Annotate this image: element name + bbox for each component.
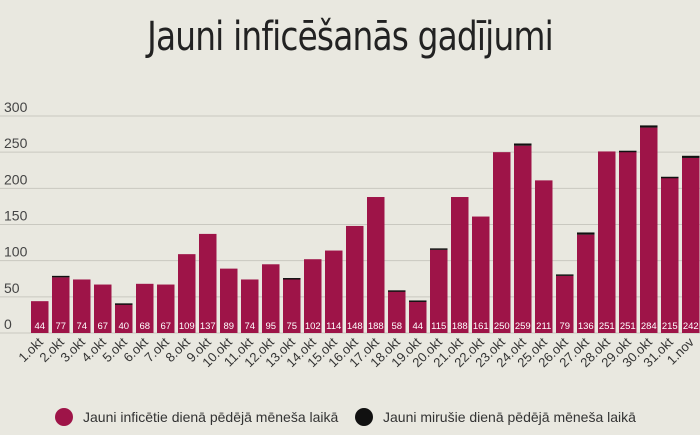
bar-infected-9.okt	[199, 233, 217, 333]
legend-item-deaths: Jauni mirušie dienā pēdējā mēneša laikā	[355, 408, 636, 426]
bar-infected-30.okt	[640, 127, 658, 333]
bar-infected-2.okt	[52, 277, 70, 333]
data-label-3.okt: 74	[76, 321, 87, 332]
y-tick-label-50: 50	[4, 280, 20, 296]
data-label-31.okt: 215	[662, 321, 678, 332]
bar-deaths-18.okt	[388, 290, 406, 292]
data-label-20.okt: 115	[431, 321, 446, 332]
bar-infected-5.okt	[115, 304, 133, 333]
bar-deaths-24.okt	[514, 143, 532, 146]
bar-infected-6.okt	[136, 283, 154, 333]
bar-infected-3.okt	[73, 279, 91, 333]
data-label-11.okt: 74	[244, 321, 255, 332]
bar-infected-1.nov	[682, 157, 700, 333]
bar-infected-15.okt	[325, 250, 343, 333]
bar-infected-17.okt	[367, 197, 385, 333]
data-label-6.okt: 68	[139, 321, 150, 332]
bar-deaths-1.nov	[682, 155, 700, 158]
bar-infected-31.okt	[661, 177, 679, 333]
bar-infected-13.okt	[283, 278, 301, 333]
data-label-1.okt: 44	[34, 321, 45, 332]
data-label-26.okt: 79	[559, 321, 570, 332]
bar-deaths-31.okt	[661, 176, 679, 179]
data-label-2.okt: 77	[55, 321, 66, 332]
bar-infected-21.okt	[451, 197, 469, 333]
data-label-5.okt: 40	[118, 321, 129, 332]
data-label-30.okt: 284	[641, 321, 657, 332]
y-tick-label-300: 300	[4, 99, 28, 115]
bar-deaths-19.okt	[409, 300, 427, 302]
bar-infected-16.okt	[346, 225, 364, 333]
bar-infected-7.okt	[157, 284, 175, 333]
data-label-24.okt: 259	[515, 321, 531, 332]
bar-deaths-27.okt	[577, 232, 595, 235]
data-label-25.okt: 211	[536, 321, 551, 332]
data-label-13.okt: 75	[286, 321, 297, 332]
legend: Jauni inficētie dienā pēdējā mēneša laik…	[0, 408, 700, 432]
bar-infected-14.okt	[304, 259, 322, 333]
data-label-14.okt: 102	[305, 321, 321, 332]
bar-infected-23.okt	[493, 152, 511, 333]
bar-infected-20.okt	[430, 249, 448, 333]
bar-infected-24.okt	[514, 145, 532, 333]
data-label-12.okt: 95	[265, 321, 276, 332]
bar-infected-22.okt	[472, 216, 490, 333]
chart-title: Jauni inficēšanās gadījumi	[147, 14, 554, 60]
data-label-18.okt: 58	[391, 321, 402, 332]
data-label-23.okt: 250	[494, 321, 510, 332]
data-label-28.okt: 251	[599, 321, 615, 332]
bar-deaths-29.okt	[619, 150, 637, 153]
y-tick-label-250: 250	[4, 135, 28, 151]
data-label-16.okt: 148	[347, 321, 363, 332]
bar-deaths-26.okt	[556, 274, 574, 276]
data-label-7.okt: 67	[160, 321, 171, 332]
y-tick-label-100: 100	[4, 244, 28, 260]
bar-infected-27.okt	[577, 234, 595, 333]
y-tick-label-0: 0	[4, 316, 12, 332]
bar-infected-28.okt	[598, 151, 616, 333]
legend-swatch-deaths	[355, 408, 373, 426]
data-label-15.okt: 114	[326, 321, 341, 332]
bar-infected-19.okt	[409, 301, 427, 333]
legend-label-deaths: Jauni mirušie dienā pēdējā mēneša laikā	[383, 409, 636, 425]
bar-infected-1.okt	[31, 301, 49, 333]
bar-infected-12.okt	[262, 264, 280, 333]
bar-deaths-20.okt	[430, 248, 448, 250]
bar-infected-11.okt	[241, 279, 259, 333]
bar-deaths-5.okt	[115, 303, 133, 305]
y-tick-label-200: 200	[4, 171, 28, 187]
data-label-27.okt: 136	[578, 321, 594, 332]
bar-infected-29.okt	[619, 151, 637, 333]
legend-swatch-infected	[55, 408, 73, 426]
bar-infected-10.okt	[220, 268, 238, 333]
data-label-17.okt: 188	[368, 321, 384, 332]
data-label-1.nov: 242	[683, 321, 699, 332]
bar-deaths-30.okt	[640, 125, 658, 128]
data-label-9.okt: 137	[200, 321, 216, 332]
legend-item-infected: Jauni inficētie dienā pēdējā mēneša laik…	[55, 408, 338, 426]
bar-deaths-2.okt	[52, 275, 70, 278]
data-label-10.okt: 89	[223, 321, 234, 332]
legend-label-infected: Jauni inficētie dienā pēdējā mēneša laik…	[83, 409, 339, 425]
data-label-22.okt: 161	[473, 321, 489, 332]
data-label-21.okt: 188	[452, 321, 468, 332]
data-label-8.okt: 109	[179, 321, 195, 332]
bar-infected-18.okt	[388, 291, 406, 333]
y-tick-label-150: 150	[4, 208, 28, 224]
bar-deaths-13.okt	[283, 278, 301, 280]
bar-infected-26.okt	[556, 275, 574, 333]
bar-infected-8.okt	[178, 254, 196, 333]
data-label-4.okt: 67	[97, 321, 108, 332]
bar-infected-4.okt	[94, 284, 112, 333]
data-label-19.okt: 44	[412, 321, 423, 332]
data-label-29.okt: 251	[620, 321, 636, 332]
bar-infected-25.okt	[535, 180, 553, 333]
